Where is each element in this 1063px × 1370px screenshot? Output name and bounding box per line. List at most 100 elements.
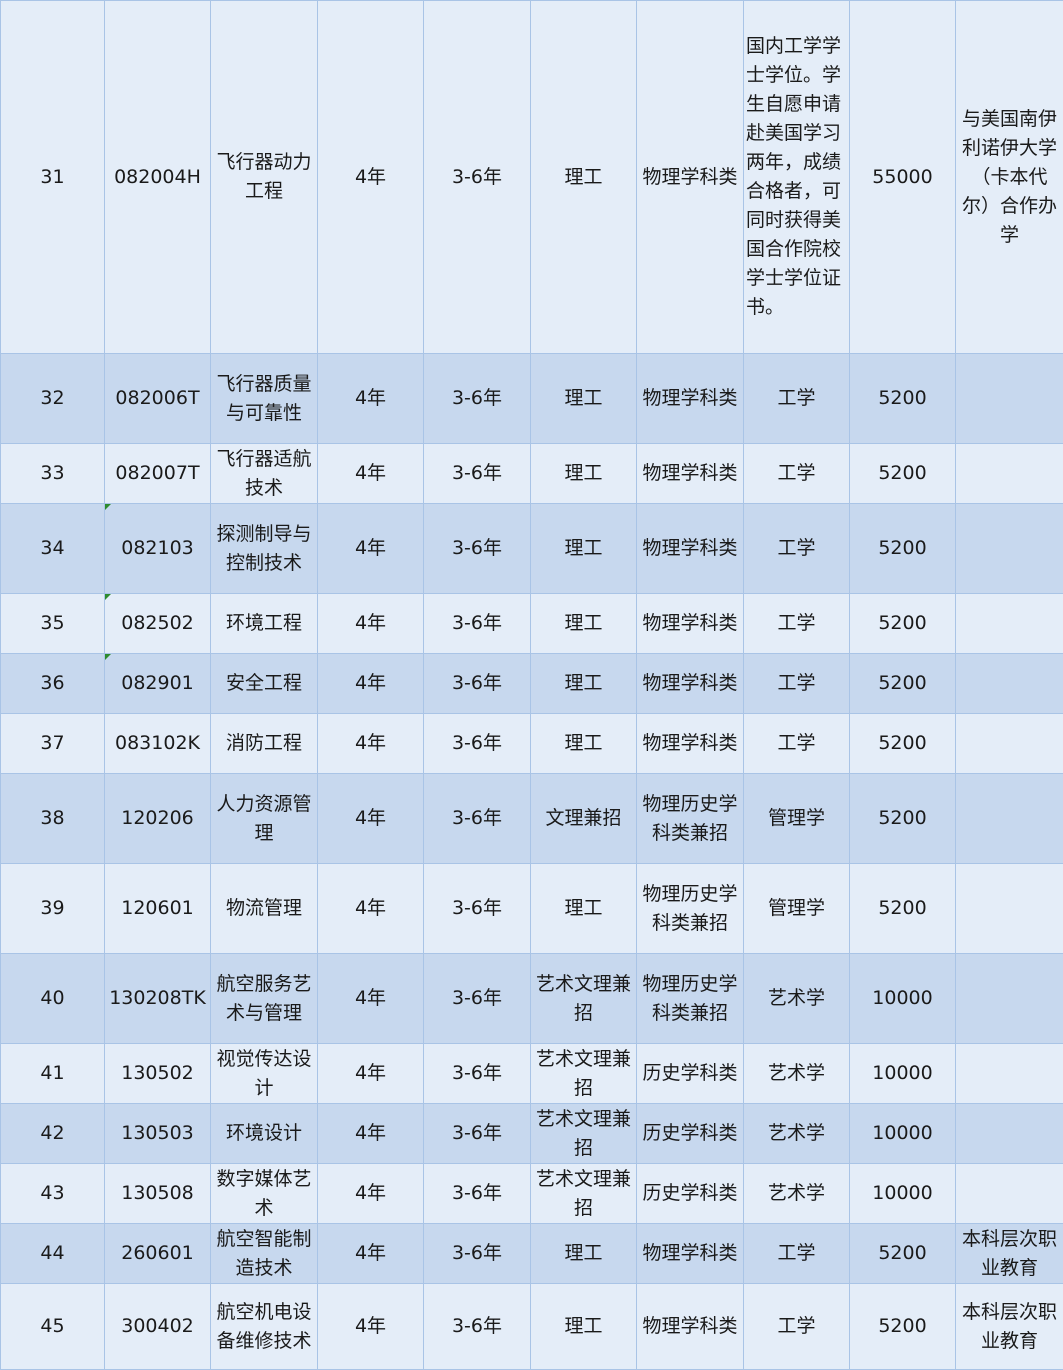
tuition-cell: 55000 bbox=[850, 1, 956, 354]
duration: 4年 bbox=[355, 166, 386, 188]
row-number-cell: 32 bbox=[1, 354, 105, 444]
tuition-cell: 10000 bbox=[850, 1044, 956, 1104]
duration-cell: 4年 bbox=[318, 1044, 424, 1104]
major-name: 物流管理 bbox=[226, 897, 302, 919]
subject-requirement-cell: 物理学科类 bbox=[637, 504, 744, 594]
study-years: 3-6年 bbox=[452, 387, 502, 409]
major-code-cell: 130208TK bbox=[105, 954, 211, 1044]
subject-requirement-cell: 物理历史学科类兼招 bbox=[637, 774, 744, 864]
duration-cell: 4年 bbox=[318, 714, 424, 774]
duration: 4年 bbox=[355, 672, 386, 694]
subject-requirement: 物理学科类 bbox=[642, 1242, 737, 1264]
major-code-cell: 082901 bbox=[105, 654, 211, 714]
tuition: 55000 bbox=[872, 166, 932, 188]
subject-requirement-cell: 物理学科类 bbox=[637, 654, 744, 714]
row-number: 40 bbox=[40, 987, 64, 1009]
remarks-cell bbox=[956, 954, 1063, 1044]
major-code: 082006T bbox=[115, 387, 199, 409]
tuition-cell: 10000 bbox=[850, 1164, 956, 1224]
degree: 管理学 bbox=[768, 897, 825, 919]
tuition: 5200 bbox=[878, 387, 926, 409]
duration-cell: 4年 bbox=[318, 1164, 424, 1224]
category-cell: 理工 bbox=[531, 354, 637, 444]
study-years: 3-6年 bbox=[452, 462, 502, 484]
row-number: 31 bbox=[40, 166, 64, 188]
duration: 4年 bbox=[355, 897, 386, 919]
comment-indicator-icon bbox=[105, 654, 111, 660]
major-code-cell: 130502 bbox=[105, 1044, 211, 1104]
study-years-cell: 3-6年 bbox=[424, 1164, 531, 1224]
remarks-cell bbox=[956, 714, 1063, 774]
subject-requirement: 物理学科类 bbox=[642, 537, 737, 559]
major-code: 130503 bbox=[121, 1122, 194, 1144]
row-number: 36 bbox=[40, 672, 64, 694]
tuition: 10000 bbox=[872, 1122, 932, 1144]
major-code-cell: 083102K bbox=[105, 714, 211, 774]
subject-requirement: 物理学科类 bbox=[642, 166, 737, 188]
major-code-cell: 130503 bbox=[105, 1104, 211, 1164]
subject-requirement-cell: 物理学科类 bbox=[637, 714, 744, 774]
degree: 工学 bbox=[777, 537, 815, 559]
major-name: 人力资源管理 bbox=[216, 793, 311, 844]
row-number: 45 bbox=[40, 1315, 64, 1337]
major-code: 300402 bbox=[121, 1315, 194, 1337]
major-name: 环境设计 bbox=[226, 1122, 302, 1144]
subject-requirement-cell: 物理学科类 bbox=[637, 1284, 744, 1370]
category: 艺术文理兼招 bbox=[536, 1168, 631, 1219]
degree-cell: 工学 bbox=[744, 714, 850, 774]
major-code: 120601 bbox=[121, 897, 194, 919]
major-code-cell: 130508 bbox=[105, 1164, 211, 1224]
category-cell: 理工 bbox=[531, 654, 637, 714]
row-number-cell: 33 bbox=[1, 444, 105, 504]
remarks-cell bbox=[956, 444, 1063, 504]
subject-requirement-cell: 物理学科类 bbox=[637, 1, 744, 354]
remarks-cell bbox=[956, 1164, 1063, 1224]
major-code-cell: 120206 bbox=[105, 774, 211, 864]
degree-cell: 工学 bbox=[744, 504, 850, 594]
degree-cell: 艺术学 bbox=[744, 1104, 850, 1164]
major-code: 082502 bbox=[121, 612, 194, 634]
category-cell: 艺术文理兼招 bbox=[531, 954, 637, 1044]
major-code-cell: 082502 bbox=[105, 594, 211, 654]
subject-requirement-cell: 物理学科类 bbox=[637, 1224, 744, 1284]
degree: 工学 bbox=[777, 732, 815, 754]
subject-requirement-cell: 历史学科类 bbox=[637, 1104, 744, 1164]
study-years: 3-6年 bbox=[452, 1062, 502, 1084]
row-number-cell: 45 bbox=[1, 1284, 105, 1370]
category-cell: 理工 bbox=[531, 444, 637, 504]
duration: 4年 bbox=[355, 1062, 386, 1084]
major-code-cell: 260601 bbox=[105, 1224, 211, 1284]
duration: 4年 bbox=[355, 387, 386, 409]
study-years: 3-6年 bbox=[452, 807, 502, 829]
subject-requirement: 物理学科类 bbox=[642, 672, 737, 694]
duration: 4年 bbox=[355, 807, 386, 829]
tuition-cell: 5200 bbox=[850, 1284, 956, 1370]
duration-cell: 4年 bbox=[318, 954, 424, 1044]
category-cell: 艺术文理兼招 bbox=[531, 1104, 637, 1164]
category-cell: 理工 bbox=[531, 1224, 637, 1284]
major-name: 探测制导与控制技术 bbox=[216, 523, 311, 574]
row-number-cell: 35 bbox=[1, 594, 105, 654]
tuition: 5200 bbox=[878, 537, 926, 559]
remarks-cell: 本科层次职业教育 bbox=[956, 1284, 1063, 1370]
degree-cell: 管理学 bbox=[744, 774, 850, 864]
remarks-cell bbox=[956, 1044, 1063, 1104]
duration: 4年 bbox=[355, 612, 386, 634]
tuition: 5200 bbox=[878, 897, 926, 919]
tuition-cell: 5200 bbox=[850, 714, 956, 774]
study-years-cell: 3-6年 bbox=[424, 1, 531, 354]
remarks-cell bbox=[956, 504, 1063, 594]
major-code: 082004H bbox=[114, 166, 201, 188]
category: 艺术文理兼招 bbox=[536, 1048, 631, 1099]
study-years: 3-6年 bbox=[452, 537, 502, 559]
study-years-cell: 3-6年 bbox=[424, 774, 531, 864]
major-name: 消防工程 bbox=[226, 732, 302, 754]
duration-cell: 4年 bbox=[318, 1284, 424, 1370]
